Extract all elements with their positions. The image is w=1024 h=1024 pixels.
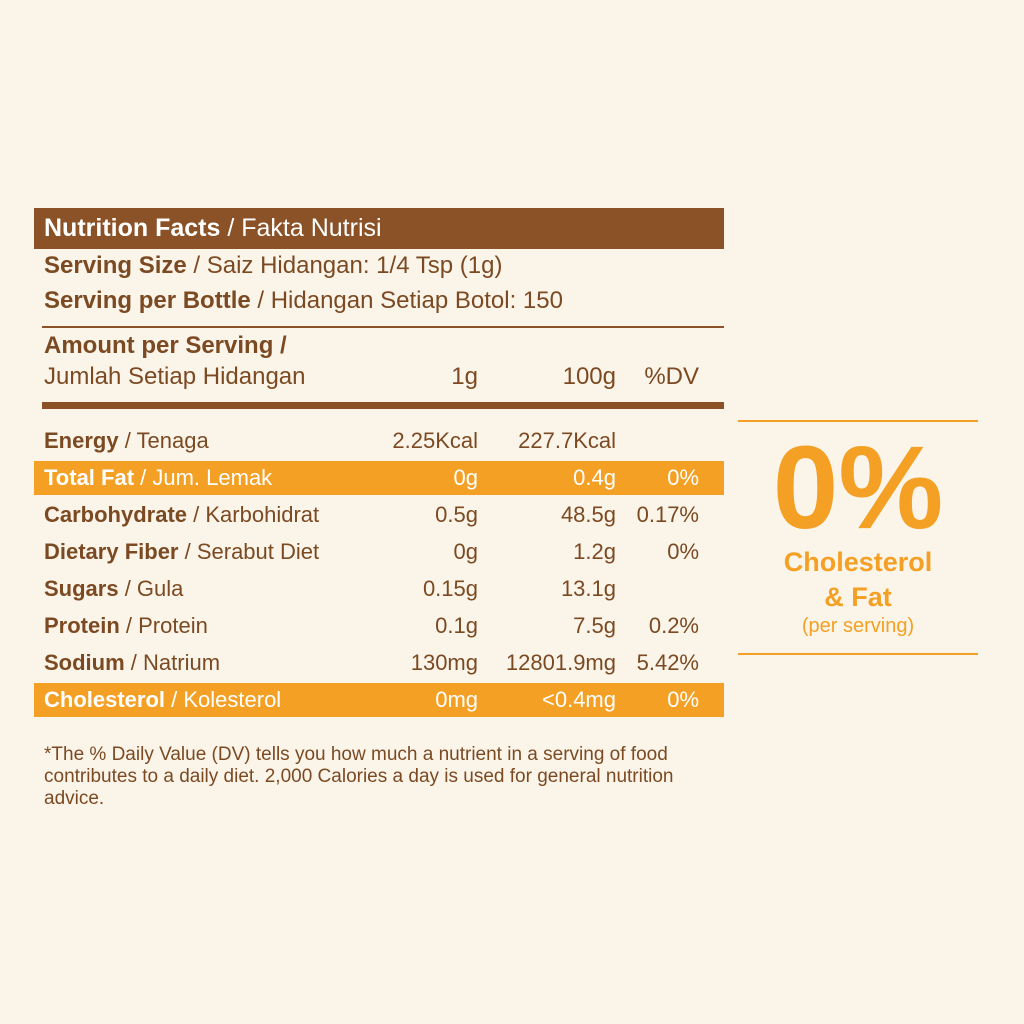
nutrient-row: Carbohydrate / Karbohidrat 0.5g 48.5g 0.… [34,498,724,532]
value-dv: 0% [667,539,699,564]
nutrient-row: Energy / Tenaga 2.25Kcal 227.7Kcal [34,424,724,458]
nutrient-name-malay: / Serabut Diet [178,539,320,564]
badge-line1: Cholesterol [783,547,933,577]
value-per-100g: 48.5g [560,502,616,527]
value-per-1g: 2.25Kcal [392,428,478,453]
thick-divider [42,402,724,409]
nutrient-row: Total Fat / Jum. Lemak 0g 0.4g 0% [34,461,724,495]
nutrient-label: Protein / Protein [44,609,208,643]
nutrient-label: Sodium / Natrium [44,646,220,680]
amount-malay: Jumlah Setiap Hidangan [44,363,306,390]
value-per-100g: 227.7Kcal [518,428,616,453]
nutrient-row: Cholesterol / Kolesterol 0mg <0.4mg 0% [34,683,724,717]
value-per-1g: 0.1g [435,613,478,638]
value-per-100g: 0.4g [573,465,616,490]
badge-bottom-rule [738,653,978,655]
value-per-100g: 7.5g [573,613,616,638]
nutrient-name: Dietary Fiber [44,539,179,564]
badge-percent: 0% [772,422,944,554]
badge-top-rule [738,420,978,422]
value-dv: 0% [667,465,699,490]
nutrient-name: Total Fat [44,465,135,490]
nutrient-name: Sugars [44,576,119,601]
value-dv: 0% [667,687,699,712]
nutrient-name-malay: / Tenaga [118,428,209,453]
col-1g: 1g [451,363,478,390]
nutrient-name-malay: / Jum. Lemak [134,465,273,490]
value-per-1g: 0.15g [422,576,478,601]
nutrient-row: Dietary Fiber / Serabut Diet 0g 1.2g 0% [34,535,724,569]
nutrient-name-malay: / Gula [118,576,184,601]
col-100g: 100g [562,363,616,390]
col-dv: %DV [644,363,699,390]
value-per-100g: 1.2g [573,539,616,564]
nutrient-row: Sugars / Gula 0.15g 13.1g [34,572,724,606]
value-per-1g: 0.5g [435,502,478,527]
serving-per-bottle: Serving per Bottle / Hidangan Setiap Bot… [44,287,563,315]
value-per-1g: 0g [453,465,478,490]
value-per-100g: 12801.9mg [505,650,616,675]
nutrient-name: Sodium [44,650,125,675]
amount-per-serving-label: Amount per Serving / [44,332,287,360]
nutrient-label: Sugars / Gula [44,572,183,606]
value-dv: 0.2% [648,613,699,638]
nutrient-name-malay: / Karbohidrat [187,502,320,527]
nutrient-name: Protein [44,613,120,638]
nutrient-label: Dietary Fiber / Serabut Diet [44,535,319,569]
footnote: *The % Daily Value (DV) tells you how mu… [44,744,674,809]
amount-column-header: Jumlah Setiap Hidangan 1g 100g %DV [34,360,724,394]
nutrient-label: Carbohydrate / Karbohidrat [44,498,319,532]
divider [42,326,724,328]
value-per-1g: 0mg [435,687,478,712]
nutrient-name: Energy [44,428,119,453]
serving-size: Serving Size / Saiz Hidangan: 1/4 Tsp (1… [44,252,502,280]
nutrition-facts-header: Nutrition Facts / Fakta Nutrisi [34,208,724,249]
value-per-100g: <0.4mg [542,687,616,712]
nutrient-name-malay: / Kolesterol [165,687,282,712]
value-per-100g: 13.1g [560,576,616,601]
nutrient-name: Carbohydrate [44,502,188,527]
header-title-bold: Nutrition Facts [44,214,221,242]
nutrient-name: Cholesterol [44,687,166,712]
badge-line2: & Fat [824,582,892,612]
serving-size-value: / Saiz Hidangan: 1/4 Tsp (1g) [186,252,503,279]
value-dv: 5.42% [636,650,699,675]
badge-line3: (per serving) [801,615,915,637]
serving-per-bottle-label: Serving per Bottle [44,287,251,314]
nutrient-name-malay: / Natrium [124,650,221,675]
nutrient-row: Sodium / Natrium 130mg 12801.9mg 5.42% [34,646,724,680]
nutrient-label: Cholesterol / Kolesterol [44,683,281,717]
serving-size-label: Serving Size [44,252,187,279]
nutrient-label: Energy / Tenaga [44,424,209,458]
nutrient-row: Protein / Protein 0.1g 7.5g 0.2% [34,609,724,643]
amount-bold: Amount per Serving / [44,332,287,359]
nutrient-label: Total Fat / Jum. Lemak [44,461,272,495]
header-title-rest: / Fakta Nutrisi [220,214,382,242]
value-per-1g: 0g [453,539,478,564]
value-per-1g: 130mg [410,650,478,675]
serving-per-bottle-value: / Hidangan Setiap Botol: 150 [250,287,563,314]
value-dv: 0.17% [636,502,699,527]
nutrient-name-malay: / Protein [119,613,208,638]
